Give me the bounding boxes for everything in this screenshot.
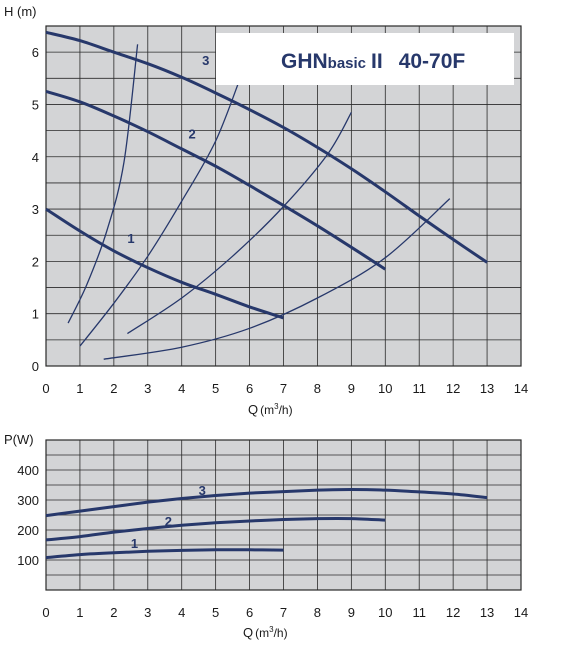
y-tick-label: 1	[32, 307, 39, 322]
curve-label-1: 1	[127, 231, 134, 246]
x-tick-label: 4	[178, 605, 185, 620]
curve-2	[45, 516, 386, 542]
power-chart-y-axis-title: P(W)	[4, 432, 34, 447]
x-tick-label: 8	[314, 381, 321, 396]
x-tick-label: 1	[76, 605, 83, 620]
x-tick-label: 11	[412, 381, 426, 396]
x-tick-label: 6	[246, 605, 253, 620]
power-chart-series-labels: 1 2 3	[131, 483, 206, 551]
y-tick-label: 0	[32, 359, 39, 374]
x-tick-label: 12	[446, 605, 460, 620]
power-chart-x-axis-label: Q	[243, 625, 253, 640]
y-tick-label: 5	[32, 97, 39, 112]
x-tick-label: 0	[42, 381, 49, 396]
system-curve	[79, 75, 242, 347]
x-tick-label: 4	[178, 381, 185, 396]
x-tick-label: 14	[514, 381, 528, 396]
y-tick-label: 100	[17, 553, 39, 568]
power-chart-x-tick-labels: 0 1 2 3 4 5 6 7 8 9 10 11 12 13 14	[42, 605, 528, 620]
x-tick-label: 13	[480, 381, 494, 396]
power-chart-grid	[45, 439, 522, 591]
x-tick-label: 3	[144, 381, 151, 396]
head-chart-y-tick-labels: 0 1 2 3 4 5 6	[32, 45, 39, 374]
head-chart-series	[45, 30, 488, 320]
curve-1	[45, 207, 284, 320]
curve-2	[45, 89, 387, 271]
y-tick-label: 300	[17, 493, 39, 508]
x-tick-label: 9	[348, 605, 355, 620]
head-chart-y-axis-title: H (m)	[4, 4, 37, 19]
y-tick-label: 2	[32, 254, 39, 269]
y-tick-label: 3	[32, 202, 39, 217]
head-chart-x-axis-label: Q	[248, 402, 258, 417]
x-tick-label: 2	[110, 605, 117, 620]
x-tick-label: 8	[314, 605, 321, 620]
y-tick-label: 4	[32, 150, 39, 165]
x-tick-label: 2	[110, 381, 117, 396]
x-tick-label: 10	[378, 381, 392, 396]
model-title-gen: II	[371, 50, 383, 73]
x-tick-label: 12	[446, 381, 460, 396]
y-tick-label: 200	[17, 523, 39, 538]
x-tick-label: 3	[144, 605, 151, 620]
head-chart-x-axis-title: Q (m3/h)	[248, 402, 293, 417]
curve-label-2: 2	[165, 514, 172, 529]
x-tick-label: 1	[76, 381, 83, 396]
curve-1	[45, 548, 284, 560]
model-title-main: GHN	[281, 50, 328, 73]
power-chart-series	[45, 487, 488, 560]
y-tick-label: 6	[32, 45, 39, 60]
system-curve	[67, 44, 139, 324]
curve-label-3: 3	[199, 483, 206, 498]
model-title-basic: basic	[328, 55, 366, 72]
x-tick-label: 7	[280, 381, 287, 396]
x-tick-label: 14	[514, 605, 528, 620]
head-chart-series-labels: 1 2 3	[127, 53, 209, 246]
model-title-model: 40-70F	[399, 50, 466, 73]
curve-3	[45, 30, 488, 264]
x-tick-label: 7	[280, 605, 287, 620]
x-tick-label: 10	[378, 605, 392, 620]
curve-label-3: 3	[202, 53, 209, 68]
system-curve	[103, 198, 451, 360]
plot-border	[45, 25, 522, 367]
power-chart-x-axis-title: Q (m3/h)	[243, 625, 288, 640]
curve-3	[45, 487, 488, 518]
x-tick-label: 13	[480, 605, 494, 620]
x-tick-label: 6	[246, 381, 253, 396]
head-chart-x-tick-labels: 0 1 2 3 4 5 6 7 8 9 10 11 12 13 14	[42, 381, 528, 396]
x-tick-label: 5	[212, 605, 219, 620]
x-tick-label: 9	[348, 381, 355, 396]
x-tick-label: 11	[412, 605, 426, 620]
model-title-box	[216, 33, 514, 85]
y-tick-label: 400	[17, 463, 39, 478]
curve-label-2: 2	[189, 126, 196, 141]
power-chart-y-tick-labels: 100 200 300 400	[17, 463, 39, 568]
x-tick-label: 0	[42, 605, 49, 620]
x-tick-label: 5	[212, 381, 219, 396]
model-title: GHNbasic II 40-70F	[281, 50, 465, 73]
curve-label-1: 1	[131, 536, 138, 551]
